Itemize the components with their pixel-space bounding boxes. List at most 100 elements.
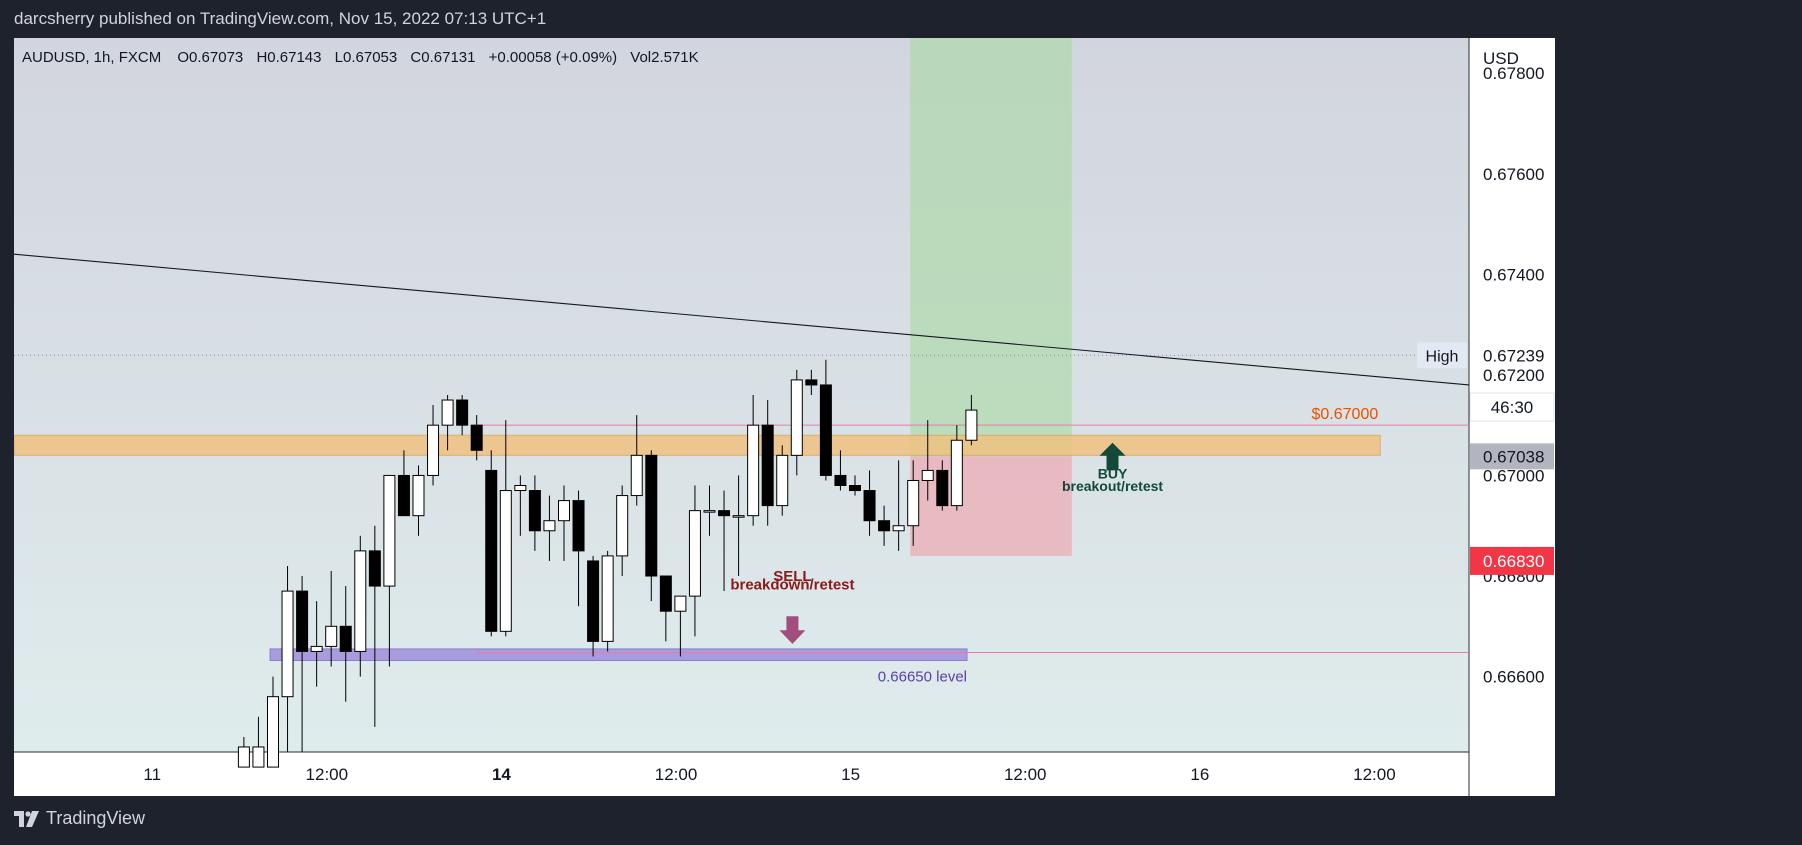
- resistance-zone: [14, 434, 1381, 456]
- sell-title: SELL: [773, 568, 811, 585]
- candle-body-41: [834, 474, 847, 487]
- candle-body-1: [252, 746, 265, 768]
- lines-layer: [14, 253, 1470, 653]
- candle-body-23: [572, 500, 585, 552]
- candle-body-35: [747, 424, 760, 517]
- candle-body-2: [266, 696, 279, 768]
- entry-price-bg: [1470, 443, 1554, 470]
- buy-arrow-up-icon: [1099, 442, 1126, 471]
- axes-layer: 0.67800 0.67600 0.67400 0.67200 0.67000 0.668…: [143, 64, 1555, 784]
- candle-body-42: [848, 485, 861, 492]
- x-tick-label-6: 16: [1190, 765, 1209, 784]
- x-tick-label-7: 12:00: [1353, 765, 1396, 784]
- candle-body-12: [412, 474, 425, 517]
- candle-body-6: [325, 625, 338, 647]
- candle-body-25: [601, 555, 614, 642]
- ohlc-open: O0.67073: [177, 49, 243, 66]
- candle-body-5: [310, 645, 323, 652]
- high-value-bg: [1470, 342, 1554, 369]
- current-price-value: 0.66830: [1483, 552, 1544, 571]
- candle-body-13: [427, 424, 440, 476]
- candle-body-45: [892, 525, 905, 532]
- candle-body-50: [965, 409, 978, 441]
- candle-body-40: [819, 384, 832, 476]
- footer-brand[interactable]: TradingView: [14, 808, 145, 829]
- candle-body-47: [921, 469, 934, 481]
- buy-subtitle: breakout/retest: [1062, 478, 1163, 494]
- candle-body-11: [397, 474, 410, 517]
- candle-body-28: [645, 454, 658, 577]
- candle-body-32: [703, 510, 716, 513]
- buy-title: BUY: [1098, 465, 1128, 481]
- y-tick-label-2: 0.67400: [1483, 265, 1544, 284]
- candle-body-14: [441, 399, 454, 426]
- high-label: High: [1426, 348, 1459, 365]
- candle-body-10: [383, 474, 396, 587]
- candle-body-15: [456, 399, 469, 426]
- candle-body-44: [878, 520, 891, 532]
- symbol-legend[interactable]: AUDUSD, 1h, FXCM O0.67073 H0.67143 L0.67…: [22, 49, 699, 66]
- candle-body-17: [485, 469, 498, 632]
- y-tick-label-4: 0.67000: [1483, 466, 1544, 485]
- entry-price-value: 0.67038: [1483, 447, 1544, 466]
- currency-label[interactable]: USD: [1483, 49, 1519, 68]
- ohlc-low: L0.67053: [335, 49, 398, 66]
- candle-body-30: [674, 595, 687, 612]
- y-tick-label-1: 0.67600: [1483, 165, 1544, 184]
- candle-body-33: [718, 510, 731, 517]
- x-tick-label-3: 12:00: [655, 765, 698, 784]
- candle-body-26: [616, 495, 629, 557]
- sell-subtitle: breakdown/retest: [730, 577, 854, 594]
- ohlc-high: H0.67143: [256, 49, 321, 66]
- x-tick-label-1: 12:00: [306, 765, 349, 784]
- candle-body-46: [907, 479, 920, 527]
- footer-brand-text: TradingView: [46, 808, 146, 828]
- countdown-timer: 46:30: [1491, 398, 1534, 417]
- ohlc-change: +0.00058 (+0.09%): [489, 49, 617, 66]
- y-tick-label-0: 0.67800: [1483, 64, 1544, 83]
- candle-body-24: [587, 560, 600, 642]
- candle-body-9: [368, 550, 381, 587]
- candle-body-16: [470, 424, 483, 451]
- candle-body-21: [543, 520, 556, 532]
- descending-trendline: [14, 253, 1470, 386]
- candle-body-19: [514, 485, 527, 492]
- x-tick-label-4: 15: [841, 765, 860, 784]
- tradingview-logo-icon: [14, 810, 39, 827]
- candle-body-20: [528, 490, 541, 532]
- sell-arrow-down-icon: [779, 616, 806, 644]
- y-tick-label-3: 0.67200: [1483, 366, 1544, 385]
- candle-body-27: [630, 454, 643, 497]
- symbol-name: AUDUSD, 1h, FXCM: [22, 49, 161, 66]
- position-stop-zone: [910, 456, 1072, 556]
- candles-layer: [237, 359, 978, 768]
- chart-canvas[interactable]: $0.67000 0.66650 level SELLbreakdown/retes…: [14, 38, 1788, 796]
- publisher-line: darcsherry published on TradingView.com,…: [14, 9, 547, 28]
- candle-body-7: [339, 625, 352, 652]
- candle-body-48: [936, 469, 949, 507]
- plot-area[interactable]: [14, 38, 1469, 752]
- candle-body-22: [557, 500, 570, 522]
- position-target-zone: [910, 38, 1072, 457]
- candle-body-37: [776, 454, 789, 507]
- high-label-bg: [1417, 342, 1467, 369]
- annotations-layer: $0.67000 0.66650 level SELLbreakdown/retes…: [730, 406, 1378, 685]
- candle-body-39: [805, 379, 818, 386]
- candle-body-43: [863, 490, 876, 522]
- countdown-bg: [1469, 392, 1555, 422]
- ohlc-close: C0.67131: [410, 49, 475, 66]
- support-level-label: 0.66650 level: [878, 668, 967, 685]
- candle-body-8: [354, 550, 367, 652]
- support-zone: [269, 648, 968, 661]
- candle-body-38: [790, 379, 803, 456]
- candle-body-31: [688, 510, 701, 597]
- candle-body-0: [237, 746, 250, 768]
- x-tick-label-2: 14: [492, 765, 511, 784]
- y-tick-label-6: 0.66600: [1483, 668, 1544, 687]
- ohlc-volume: Vol2.571K: [630, 49, 698, 66]
- candle-body-3: [281, 590, 294, 698]
- candle-body-36: [761, 424, 774, 507]
- price-level-label: $0.67000: [1312, 406, 1379, 423]
- candle-body-4: [296, 590, 309, 652]
